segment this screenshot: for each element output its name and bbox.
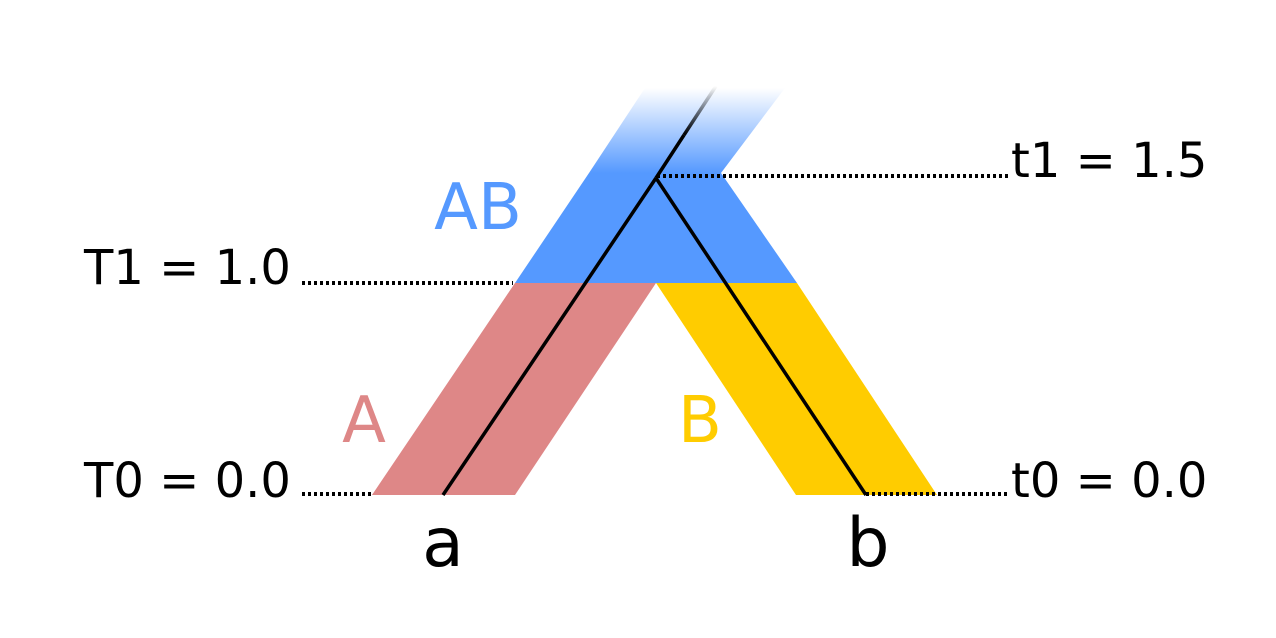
gene-lineage-a: [441, 177, 658, 496]
species-ab-label: AB: [434, 171, 522, 245]
species-a-label: A: [342, 384, 386, 458]
gene-root-lineage-solid: [654, 134, 686, 179]
species-tree: [372, 88, 937, 495]
t1-species-time-label: T1 = 1.0: [83, 240, 291, 296]
gene-root-lineage-fade: [682, 85, 718, 136]
tip-b-label: b: [846, 504, 889, 583]
time-guides: [302, 174, 1010, 496]
gene-tree: [441, 85, 868, 496]
t0-gene-time-label: t0 = 0.0: [1011, 453, 1207, 509]
t0-species-time-label: T0 = 0.0: [83, 453, 291, 509]
ancestor-ab-branch: [515, 173, 797, 283]
t1-gene-time-label: t1 = 1.5: [1011, 133, 1207, 189]
tip-a-label: a: [422, 504, 464, 583]
gene-lineage-b: [654, 177, 868, 496]
species-b-label: B: [678, 384, 722, 458]
